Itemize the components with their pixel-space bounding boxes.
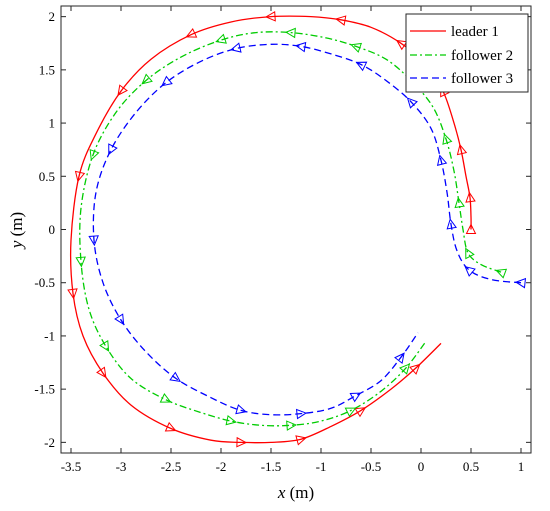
marker-series-2: [75, 256, 86, 268]
marker-series-1: [295, 435, 307, 446]
marker-series-2: [454, 196, 465, 209]
marker-series-1: [185, 27, 198, 38]
marker-series-2: [284, 27, 296, 39]
marker-series-3: [514, 277, 527, 289]
x-axis-label: x (m): [277, 483, 314, 502]
x-tick-label: -2.5: [161, 459, 182, 474]
marker-series-3: [349, 392, 362, 403]
marker-series-1: [96, 366, 107, 379]
marker-series-3: [114, 313, 125, 326]
y-tick-label: 2: [49, 9, 56, 24]
y-axis-var: y: [7, 240, 26, 250]
x-tick-label: -0.5: [361, 459, 382, 474]
marker-series-3: [294, 41, 307, 53]
marker-series-3: [295, 408, 308, 420]
marker-series-1: [395, 39, 408, 51]
y-tick-label: 0: [49, 222, 56, 237]
marker-series-3: [230, 42, 242, 53]
legend-label-follower-2: follower 2: [451, 48, 513, 64]
x-tick-label: -3.5: [61, 459, 82, 474]
x-axis-var: x: [277, 483, 286, 502]
y-tick-label: -1.5: [34, 382, 55, 397]
x-axis-unit: (m): [290, 483, 315, 502]
y-axis-label: y (m): [7, 212, 26, 250]
marker-series-2: [225, 414, 237, 426]
marker-series-2: [344, 407, 357, 418]
marker-series-3: [446, 218, 457, 230]
marker-series-2: [465, 247, 475, 260]
marker-series-1: [264, 11, 276, 22]
marker-series-3: [464, 265, 476, 277]
marker-series-2: [350, 42, 363, 53]
marker-series-1: [465, 191, 476, 203]
y-tick-label: 1: [49, 116, 56, 131]
marker-series-2: [215, 33, 227, 44]
ticks-layer: -3.5 -3 -2.5 -2 -1.5 -1 -0.5 0 0.5 1 -2 -1.5 -1 -0.5 0…: [34, 6, 531, 474]
series-line-1: [69, 15, 472, 444]
marker-series-3: [108, 143, 118, 156]
marker-series-2: [286, 420, 298, 431]
y-tick-label: -0.5: [34, 275, 55, 290]
marker-series-1: [74, 170, 86, 183]
x-tick-label: -1.5: [261, 459, 282, 474]
marker-series-1: [67, 288, 78, 300]
y-tick-label: -2: [44, 435, 55, 450]
marker-series-2: [89, 148, 100, 161]
x-tick-label: 0.5: [463, 459, 479, 474]
marker-series-1: [456, 143, 468, 156]
marker-series-1: [117, 84, 128, 97]
legend-box: [405, 13, 529, 93]
marker-series-2: [99, 339, 110, 352]
marker-series-3: [169, 371, 182, 383]
legend-label-follower-3: follower 3: [451, 71, 513, 87]
x-tick-label: -1: [316, 459, 327, 474]
marker-series-3: [355, 61, 368, 72]
marker-series-2: [495, 268, 508, 279]
marker-series-1: [465, 223, 477, 234]
marker-series-2: [159, 393, 172, 403]
series-line-3: [92, 43, 522, 416]
x-tick-label: -2: [216, 459, 227, 474]
series-line-2: [79, 31, 502, 427]
marker-series-3: [235, 404, 247, 415]
y-axis-unit: (m): [7, 212, 26, 237]
marker-series-1: [164, 421, 177, 432]
marker-series-3: [161, 75, 173, 87]
y-tick-label: 0.5: [39, 169, 55, 184]
markers-layer: [67, 11, 527, 448]
marker-series-1: [354, 407, 367, 418]
marker-series-2: [442, 133, 453, 145]
marker-series-3: [88, 235, 99, 247]
y-tick-label: 1.5: [39, 62, 55, 77]
y-tick-label: -1: [44, 328, 55, 343]
marker-series-1: [409, 363, 421, 375]
marker-series-3: [436, 154, 448, 166]
x-tick-label: 1: [518, 459, 525, 474]
marker-series-2: [399, 363, 411, 375]
legend: leader 1 follower 2 follower 3: [405, 13, 529, 93]
marker-series-3: [394, 352, 405, 365]
series-layer: [69, 15, 522, 444]
legend-label-leader-1: leader 1: [451, 24, 499, 40]
marker-series-1: [334, 15, 347, 26]
marker-series-3: [406, 97, 418, 109]
marker-series-1: [236, 436, 248, 448]
marker-series-2: [141, 73, 153, 85]
x-tick-label: 0: [418, 459, 425, 474]
x-tick-label: -3: [116, 459, 127, 474]
